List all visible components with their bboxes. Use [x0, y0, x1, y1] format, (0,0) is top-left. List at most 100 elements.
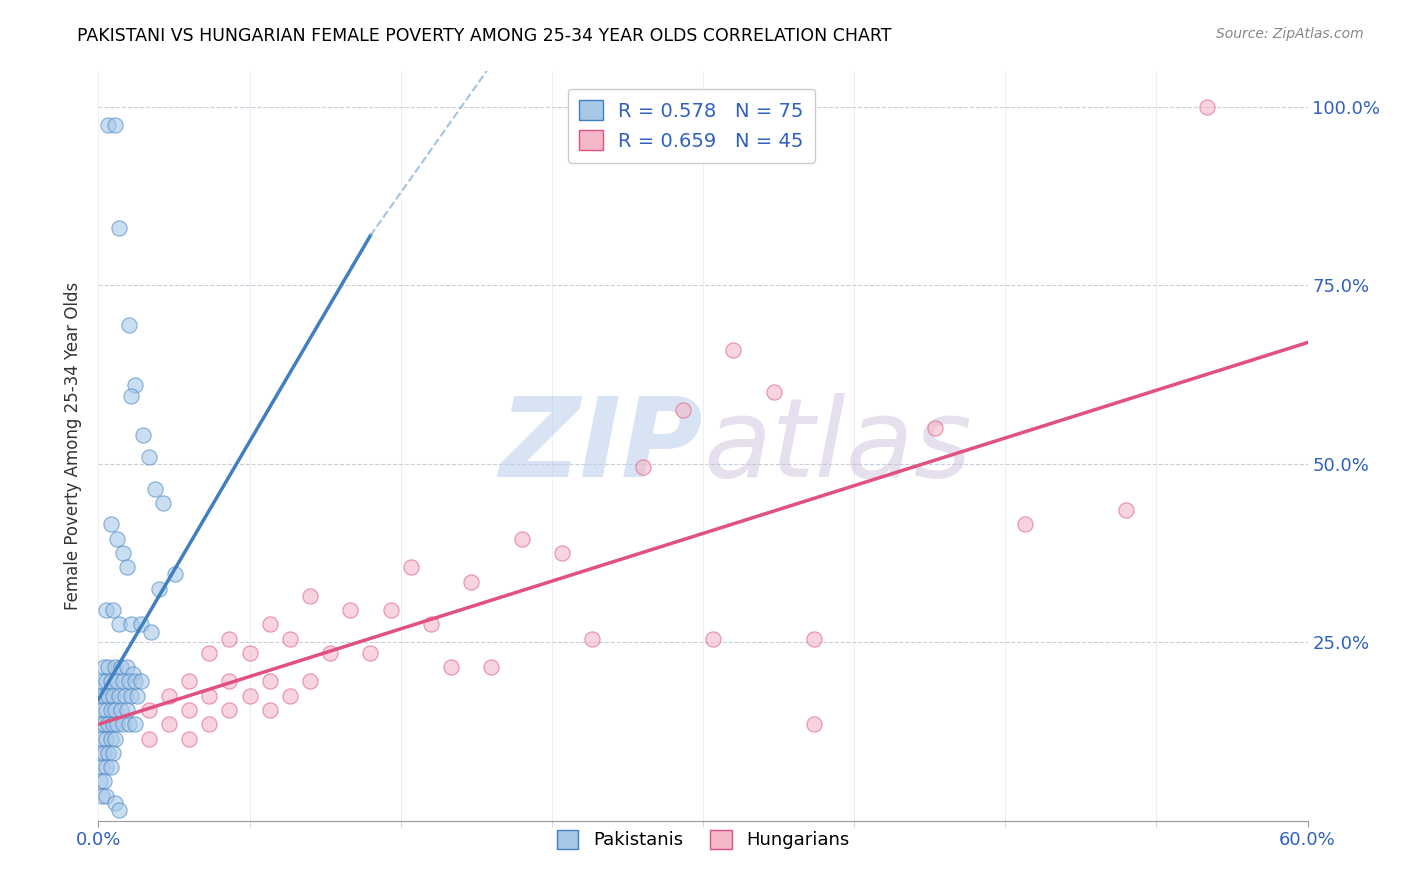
Point [115, 560, 138, 574]
Point [124, 717, 146, 731]
Point [239, 646, 262, 660]
Point [93, 689, 115, 703]
Text: PAKISTANI VS HUNGARIAN FEMALE POVERTY AMONG 25-34 YEAR OLDS CORRELATION CHART: PAKISTANI VS HUNGARIAN FEMALE POVERTY AM… [77, 27, 891, 45]
Point [1195, 100, 1218, 114]
Point [96, 603, 118, 617]
Point [481, 660, 503, 674]
Point [100, 674, 122, 689]
Point [105, 717, 128, 731]
Point [339, 603, 361, 617]
Point [111, 546, 134, 560]
Point [299, 674, 322, 689]
Point [218, 703, 240, 717]
Point [139, 624, 162, 639]
Point [96, 674, 118, 689]
Point [124, 378, 146, 392]
Point [107, 221, 129, 235]
Point [239, 689, 262, 703]
Point [111, 717, 134, 731]
Point [138, 703, 160, 717]
Point [91, 703, 114, 717]
Point [107, 617, 129, 632]
Point [198, 689, 221, 703]
Point [803, 632, 825, 646]
Point [96, 731, 118, 746]
Point [278, 632, 301, 646]
Point [259, 617, 281, 632]
Point [120, 689, 142, 703]
Point [278, 689, 301, 703]
Point [152, 496, 174, 510]
Point [299, 589, 322, 603]
Point [132, 428, 155, 442]
Point [89, 774, 111, 789]
Point [138, 450, 160, 464]
Point [380, 603, 402, 617]
Point [100, 760, 122, 774]
Point [97, 746, 120, 760]
Point [111, 674, 134, 689]
Point [89, 746, 111, 760]
Point [101, 717, 124, 731]
Y-axis label: Female Poverty Among 25-34 Year Olds: Female Poverty Among 25-34 Year Olds [65, 282, 83, 610]
Point [120, 617, 142, 632]
Point [1014, 517, 1036, 532]
Point [440, 660, 463, 674]
Point [114, 689, 136, 703]
Point [179, 703, 201, 717]
Point [105, 532, 128, 546]
Point [157, 689, 180, 703]
Point [157, 717, 180, 731]
Point [93, 746, 115, 760]
Point [103, 796, 125, 810]
Point [138, 731, 160, 746]
Point [218, 674, 240, 689]
Point [91, 731, 114, 746]
Point [803, 717, 825, 731]
Point [115, 703, 138, 717]
Point [97, 689, 120, 703]
Point [672, 403, 695, 417]
Point [110, 703, 132, 717]
Point [103, 703, 125, 717]
Point [762, 385, 785, 400]
Point [581, 632, 603, 646]
Point [125, 689, 148, 703]
Point [103, 118, 125, 132]
Point [319, 646, 342, 660]
Point [118, 717, 141, 731]
Point [143, 482, 166, 496]
Point [96, 760, 118, 774]
Point [259, 703, 281, 717]
Text: ZIP: ZIP [499, 392, 703, 500]
Point [702, 632, 724, 646]
Legend: Pakistanis, Hungarians: Pakistanis, Hungarians [550, 822, 856, 856]
Point [100, 517, 122, 532]
Point [218, 632, 240, 646]
Point [89, 689, 111, 703]
Point [107, 803, 129, 817]
Point [93, 660, 115, 674]
Point [101, 689, 124, 703]
Point [100, 703, 122, 717]
Point [163, 567, 186, 582]
Point [723, 343, 745, 357]
Point [118, 318, 141, 332]
Point [510, 532, 533, 546]
Point [124, 674, 146, 689]
Point [107, 689, 129, 703]
Point [399, 560, 422, 574]
Point [103, 731, 125, 746]
Point [1115, 503, 1137, 517]
Point [148, 582, 170, 596]
Point [110, 660, 132, 674]
Text: Source: ZipAtlas.com: Source: ZipAtlas.com [1216, 27, 1364, 41]
Point [97, 118, 120, 132]
Point [631, 460, 654, 475]
Point [551, 546, 574, 560]
Point [129, 617, 152, 632]
Point [101, 746, 124, 760]
Point [121, 667, 143, 681]
Point [96, 789, 118, 803]
Point [460, 574, 482, 589]
